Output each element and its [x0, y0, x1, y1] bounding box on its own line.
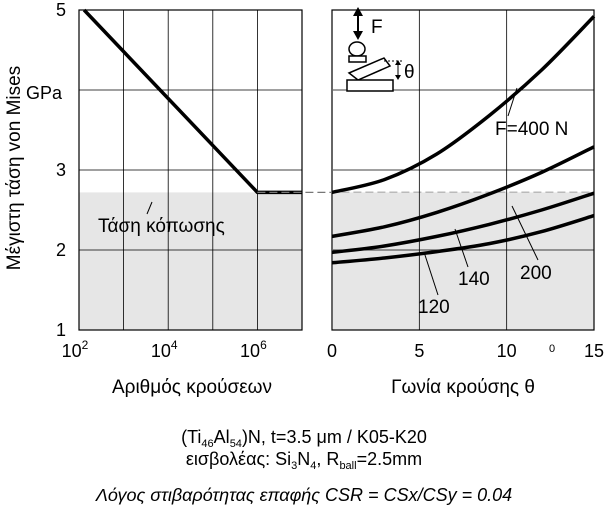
indenter-holder-icon: [348, 55, 367, 63]
right-x-unit-label: 0: [549, 343, 555, 355]
right-series-curve: [331, 213, 595, 265]
series-label-400: F=400 N: [495, 119, 568, 140]
caption-line-2: εισβολέας: Si3N4, Rball=2.5mm: [186, 449, 422, 472]
force-label: F: [371, 17, 383, 38]
fatigue-limit-label: Τάση κόπωσης: [98, 216, 225, 237]
left-x-tick-label: 104: [151, 338, 178, 361]
series-leader-120: [423, 251, 439, 296]
right-x-axis-label: Γωνία κρούσης θ: [391, 377, 535, 398]
right-x-tick-label: 15: [584, 341, 604, 361]
right-panel: 0 5 10 15 0 Γωνία κρούσης θ F=400 N 200 140…: [327, 7, 604, 398]
left-grid: [79, 10, 302, 330]
left-series-line: [82, 8, 302, 195]
caption-line-3: Λόγος στιβαρότητας επαφής CSR = CSx/CSy …: [95, 485, 512, 505]
series-leader-200: [511, 205, 539, 261]
right-x-ticks: 0 5 10 15: [327, 341, 604, 361]
right-shaded-region: [332, 192, 594, 330]
series-label-140: 140: [458, 269, 490, 290]
left-panel: 102 104 106 1 2 3 5 GPa Τάση κόπωσης Αριθμός …: [4, 0, 303, 398]
impact-schematic-inset: F θ: [346, 7, 415, 92]
force-arrow-up-head-icon: [353, 7, 363, 16]
series-leader-140: [454, 228, 469, 268]
left-x-tick-label: 106: [240, 338, 267, 361]
right-x-tick-label: 5: [414, 341, 424, 361]
y-tick-label: 1: [56, 320, 66, 340]
right-series-group: [331, 15, 596, 265]
left-x-ticks: 102 104 106: [62, 338, 267, 361]
caption-line-1: (Ti46Al54)N, t=3.5 μm / K05-K20: [181, 427, 427, 450]
angle-arrow-bottom-icon: [395, 75, 401, 80]
right-series-curve: [331, 145, 595, 239]
series-label-120: 120: [418, 297, 450, 318]
inclined-specimen-icon: [347, 57, 392, 81]
force-arrow-down-head-icon: [353, 31, 363, 40]
right-series-curve: [331, 191, 595, 255]
y-tick-label: 2: [56, 240, 66, 260]
right-series-curve: [331, 15, 596, 195]
ball-indenter-icon: [348, 41, 366, 57]
right-x-tick-label: 0: [327, 341, 337, 361]
angle-label: θ: [404, 62, 415, 83]
left-series-group: [82, 8, 302, 195]
series-label-200: 200: [520, 263, 552, 284]
caption: (Ti46Al54)N, t=3.5 μm / K05-K20 εισβολέα…: [95, 427, 512, 505]
left-x-tick-label: 102: [62, 338, 89, 361]
y-tick-label: 3: [56, 160, 66, 180]
specimen-base-icon: [346, 79, 394, 92]
left-x-axis-label: Αριθμός κρούσεων: [112, 377, 272, 398]
y-axis-label: Μέγιστη τάση von Mises: [4, 66, 25, 270]
fatigue-label-leader: [146, 201, 153, 215]
series-leader-400: [507, 87, 518, 117]
left-y-ticks: 1 2 3 5: [56, 0, 66, 340]
left-plot-frame: [78, 9, 303, 331]
angle-arrow-top-icon: [395, 60, 401, 65]
left-y-unit-label: GPa: [26, 83, 63, 103]
left-shaded-region: [79, 192, 302, 330]
right-x-tick-label: 10: [497, 341, 517, 361]
y-tick-label: 5: [56, 0, 66, 20]
